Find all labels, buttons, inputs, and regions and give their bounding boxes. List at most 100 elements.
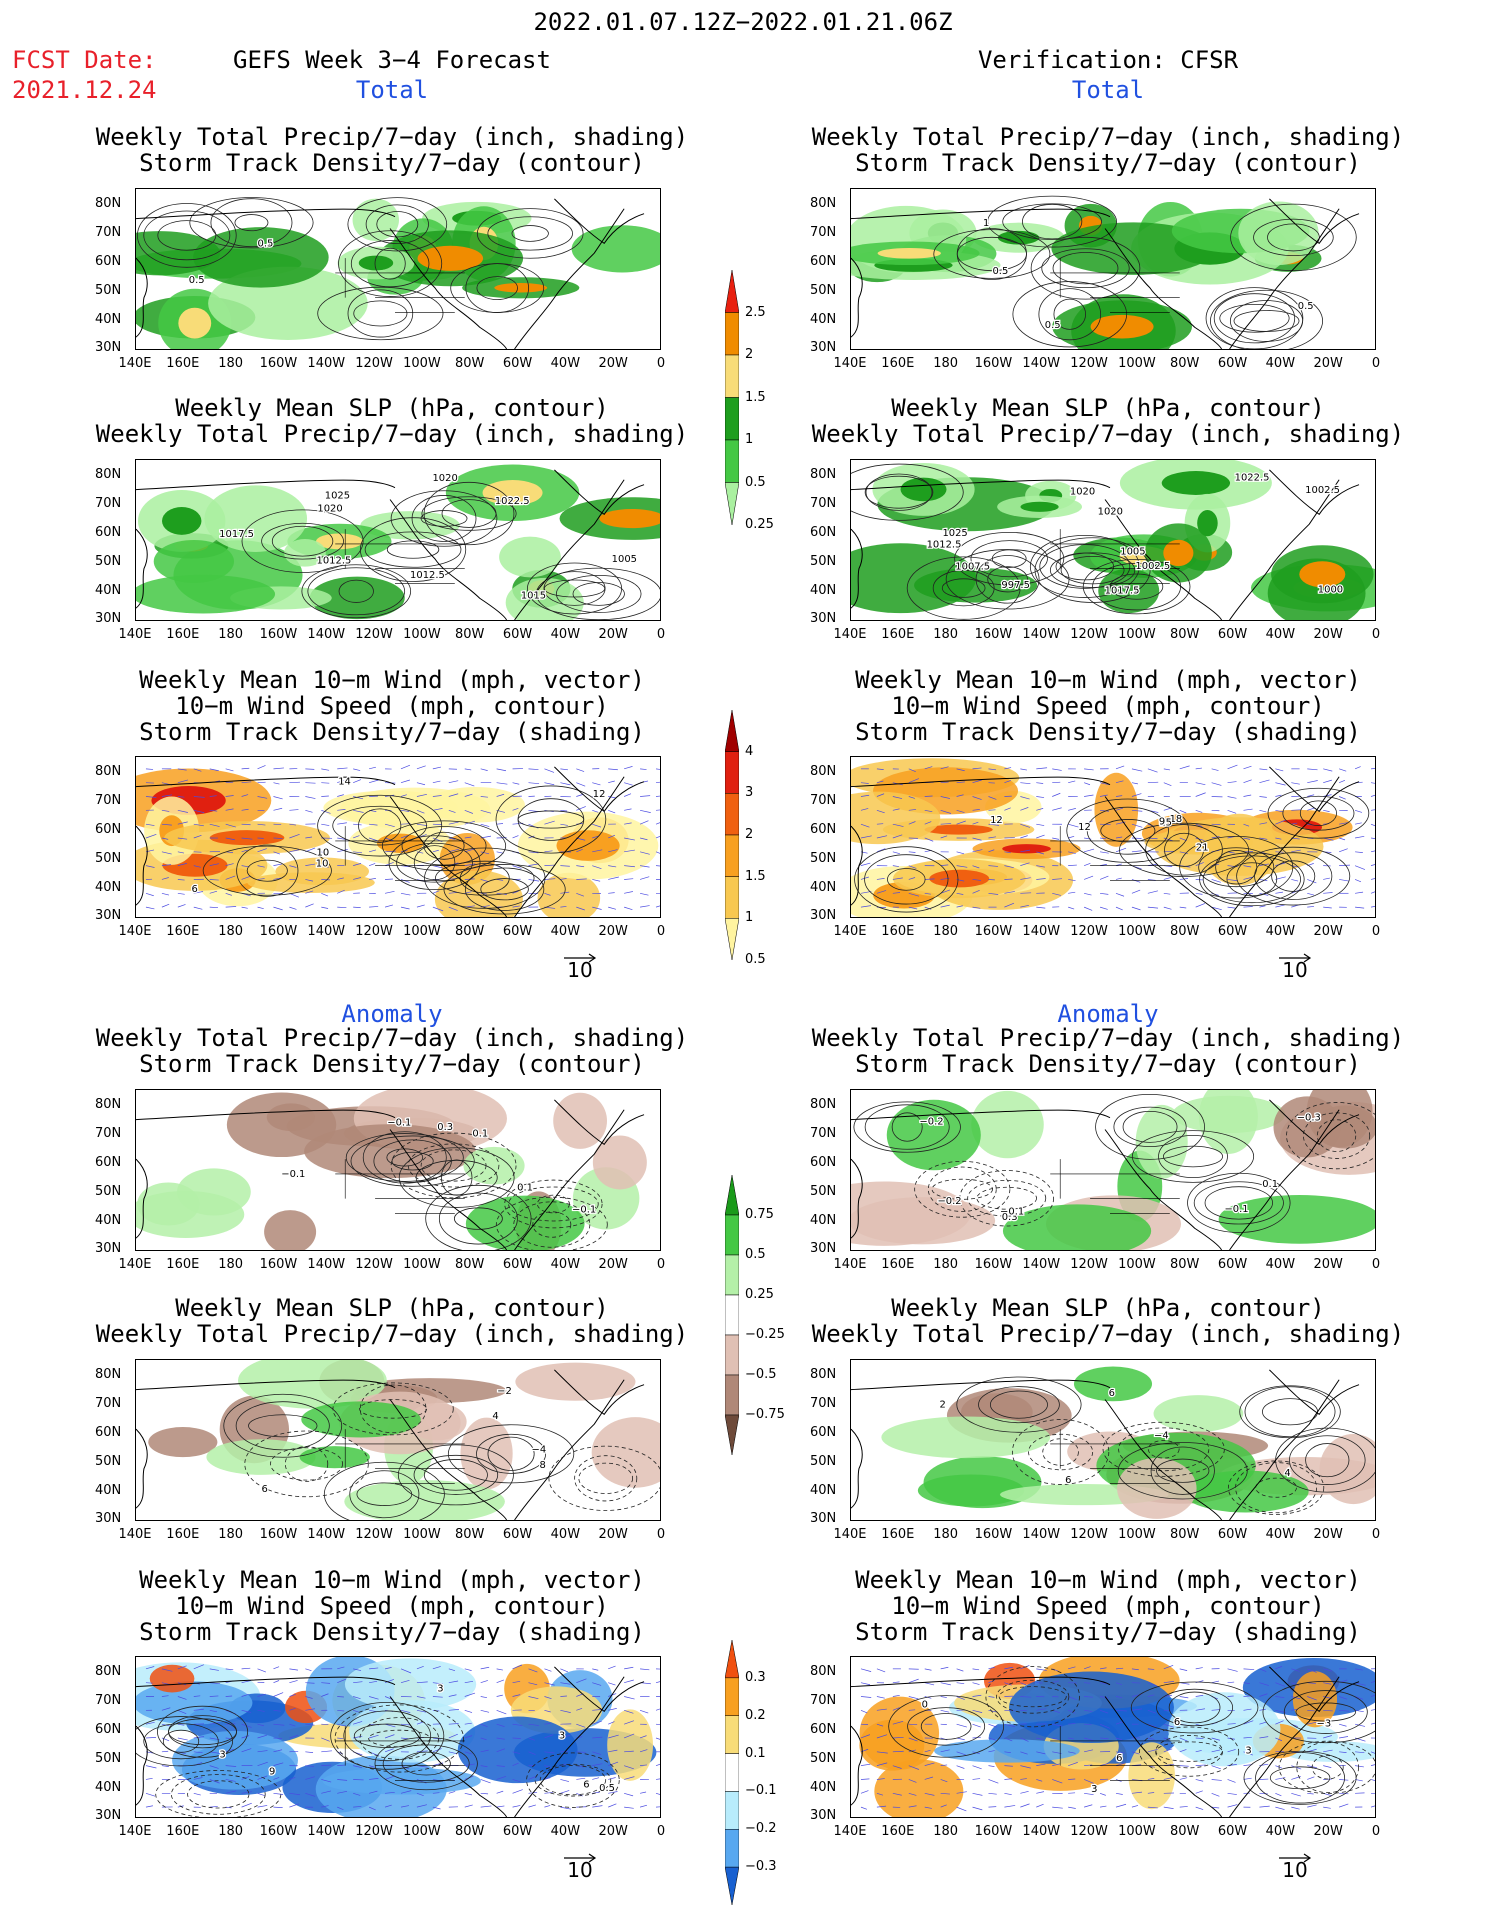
lon-tick-label: 120W [355, 1527, 393, 1542]
contour-label: 0.5 [258, 238, 274, 249]
lon-tick-label: 100W [1118, 1527, 1156, 1542]
lon-tick-label: 0 [656, 1257, 666, 1272]
lon-tick-label: 160W [974, 924, 1013, 939]
colorbar-tick-label: 0.75 [745, 1207, 774, 1222]
lon-tick-label: 20W [1313, 356, 1343, 371]
contour-label: 1002.5 [1305, 485, 1340, 496]
lat-tick-label: 40N [95, 312, 122, 327]
contour-label: 15 [1159, 818, 1172, 829]
lon-tick-label: 160E [166, 924, 200, 939]
lon-tick-label: 180 [933, 1824, 959, 1839]
lon-tick-label: 140E [833, 627, 867, 642]
panel-title-r1c0-line2: Storm Track Density/7−day (contour) [139, 149, 645, 177]
lon-tick-label: 100W [1118, 924, 1156, 939]
lon-tick-label: 60W [1217, 1257, 1248, 1272]
contour-label: 1022.5 [495, 496, 530, 507]
lat-tick-label: 40N [810, 312, 837, 327]
panel-title-r6c1-line3: Storm Track Density/7−day (shading) [855, 1618, 1361, 1646]
lat-tick-label: 70N [810, 496, 837, 511]
lat-tick-label: 70N [95, 496, 122, 511]
lat-tick-label: 80N [95, 764, 122, 779]
lon-tick-label: 140W [307, 924, 346, 939]
contour-label: 1025 [942, 528, 967, 539]
lat-tick-label: 70N [810, 225, 837, 240]
right-column-title: Verification: CFSR [977, 46, 1239, 74]
contour-label: 1012.5 [410, 570, 445, 581]
lat-tick-label: 80N [95, 1664, 122, 1679]
map-panel-r3c0: 10 10 12 14 6 [135, 756, 661, 918]
vector-reference-arrow-icon [562, 1848, 598, 1867]
colorbar-tick-label: −0.5 [745, 1367, 777, 1382]
lon-tick-label: 140E [118, 627, 152, 642]
vector-reference-label: 10 [1282, 958, 1308, 982]
lon-tick-label: 80W [1170, 627, 1200, 642]
map-panel-r4c1: −0.1 −0.2 0.3 −0.2 −0.3 0.1 −0.1 [850, 1089, 1376, 1251]
lat-tick-label: 40N [95, 1780, 122, 1795]
contour-label: −0.3 [1297, 1113, 1321, 1124]
lon-tick-label: 160E [881, 1527, 915, 1542]
colorbar-storm_anomaly [724, 1639, 740, 1909]
left-column-title: GEFS Week 3−4 Forecast [233, 46, 551, 74]
lon-tick-label: 120W [355, 924, 393, 939]
vector-reference-label: 10 [567, 1858, 593, 1882]
panel-title-r6c1-line1: Weekly Mean 10−m Wind (mph, vector) [855, 1566, 1361, 1594]
lon-tick-label: 80W [455, 1257, 485, 1272]
lat-tick-label: 40N [810, 880, 837, 895]
panel-title-r1c0-line1: Weekly Total Precip/7−day (inch, shading… [95, 123, 689, 151]
lon-tick-label: 140E [833, 1527, 867, 1542]
lon-tick-label: 180 [218, 1824, 244, 1839]
lon-tick-label: 140E [118, 1257, 152, 1272]
lat-tick-label: 60N [810, 1722, 837, 1737]
contour-label: 1012.5 [927, 540, 962, 551]
contour-label: 2 [939, 1399, 945, 1410]
lat-tick-label: 70N [810, 1126, 837, 1141]
lat-tick-label: 60N [810, 1155, 837, 1170]
lat-tick-label: 60N [810, 822, 837, 837]
contour-label: 6 [1174, 1717, 1180, 1728]
lon-tick-label: 120W [1070, 627, 1108, 642]
lat-tick-label: 50N [95, 1184, 122, 1199]
colorbar-tick-label: −0.2 [745, 1821, 777, 1837]
lat-tick-label: 50N [95, 1751, 122, 1766]
lon-tick-label: 80W [1170, 924, 1200, 939]
map-panel-r5c1: 4 6 −4 2 6 [850, 1359, 1376, 1521]
contour-label: 1020 [317, 504, 342, 515]
lat-tick-label: 60N [810, 254, 837, 269]
lon-tick-label: 180 [933, 1257, 959, 1272]
lon-tick-label: 140W [1022, 924, 1061, 939]
contour-label: −4 [1154, 1431, 1169, 1442]
lat-tick-label: 70N [95, 793, 122, 808]
lat-tick-label: 30N [95, 1808, 122, 1823]
map-panel-r1c1: 0.5 0.5 1 0.5 [850, 188, 1376, 350]
panel-title-r3c0-line3: Storm Track Density/7−day (shading) [139, 718, 645, 746]
lon-tick-label: 180 [218, 356, 244, 371]
contour-label: 1012.5 [317, 555, 352, 566]
lat-tick-label: 80N [810, 196, 837, 211]
lon-tick-label: 60W [502, 1527, 533, 1542]
lon-tick-label: 100W [1118, 1824, 1156, 1839]
lon-tick-label: 80W [455, 1824, 485, 1839]
colorbar-tick-label: 4 [745, 743, 754, 759]
lon-tick-label: 140W [307, 1257, 346, 1272]
lon-tick-label: 40W [550, 1257, 581, 1272]
contour-label: 8 [540, 1460, 546, 1471]
contour-label: 1020 [1098, 507, 1123, 518]
lat-tick-label: 40N [810, 1780, 837, 1795]
lon-tick-label: 140E [833, 356, 867, 371]
lon-tick-label: 80W [1170, 356, 1200, 371]
lon-tick-label: 140E [118, 1824, 152, 1839]
section-total-left: Total [355, 76, 429, 104]
lon-tick-label: 40W [1265, 627, 1296, 642]
contour-label: 14 [338, 776, 351, 787]
lon-tick-label: 40W [1265, 924, 1296, 939]
lon-tick-label: 140E [833, 924, 867, 939]
contour-label: 0.3 [1002, 1212, 1018, 1223]
panel-title-r4c1-line1: Weekly Total Precip/7−day (inch, shading… [811, 1024, 1405, 1052]
map-panel-r1c0: 0.5 0.5 [135, 188, 661, 350]
lon-tick-label: 0 [656, 356, 666, 371]
lat-tick-label: 80N [95, 467, 122, 482]
contour-label: 0.5 [599, 1783, 615, 1794]
lon-tick-label: 160E [881, 924, 915, 939]
lon-tick-label: 140W [307, 1527, 346, 1542]
lon-tick-label: 20W [1313, 924, 1343, 939]
